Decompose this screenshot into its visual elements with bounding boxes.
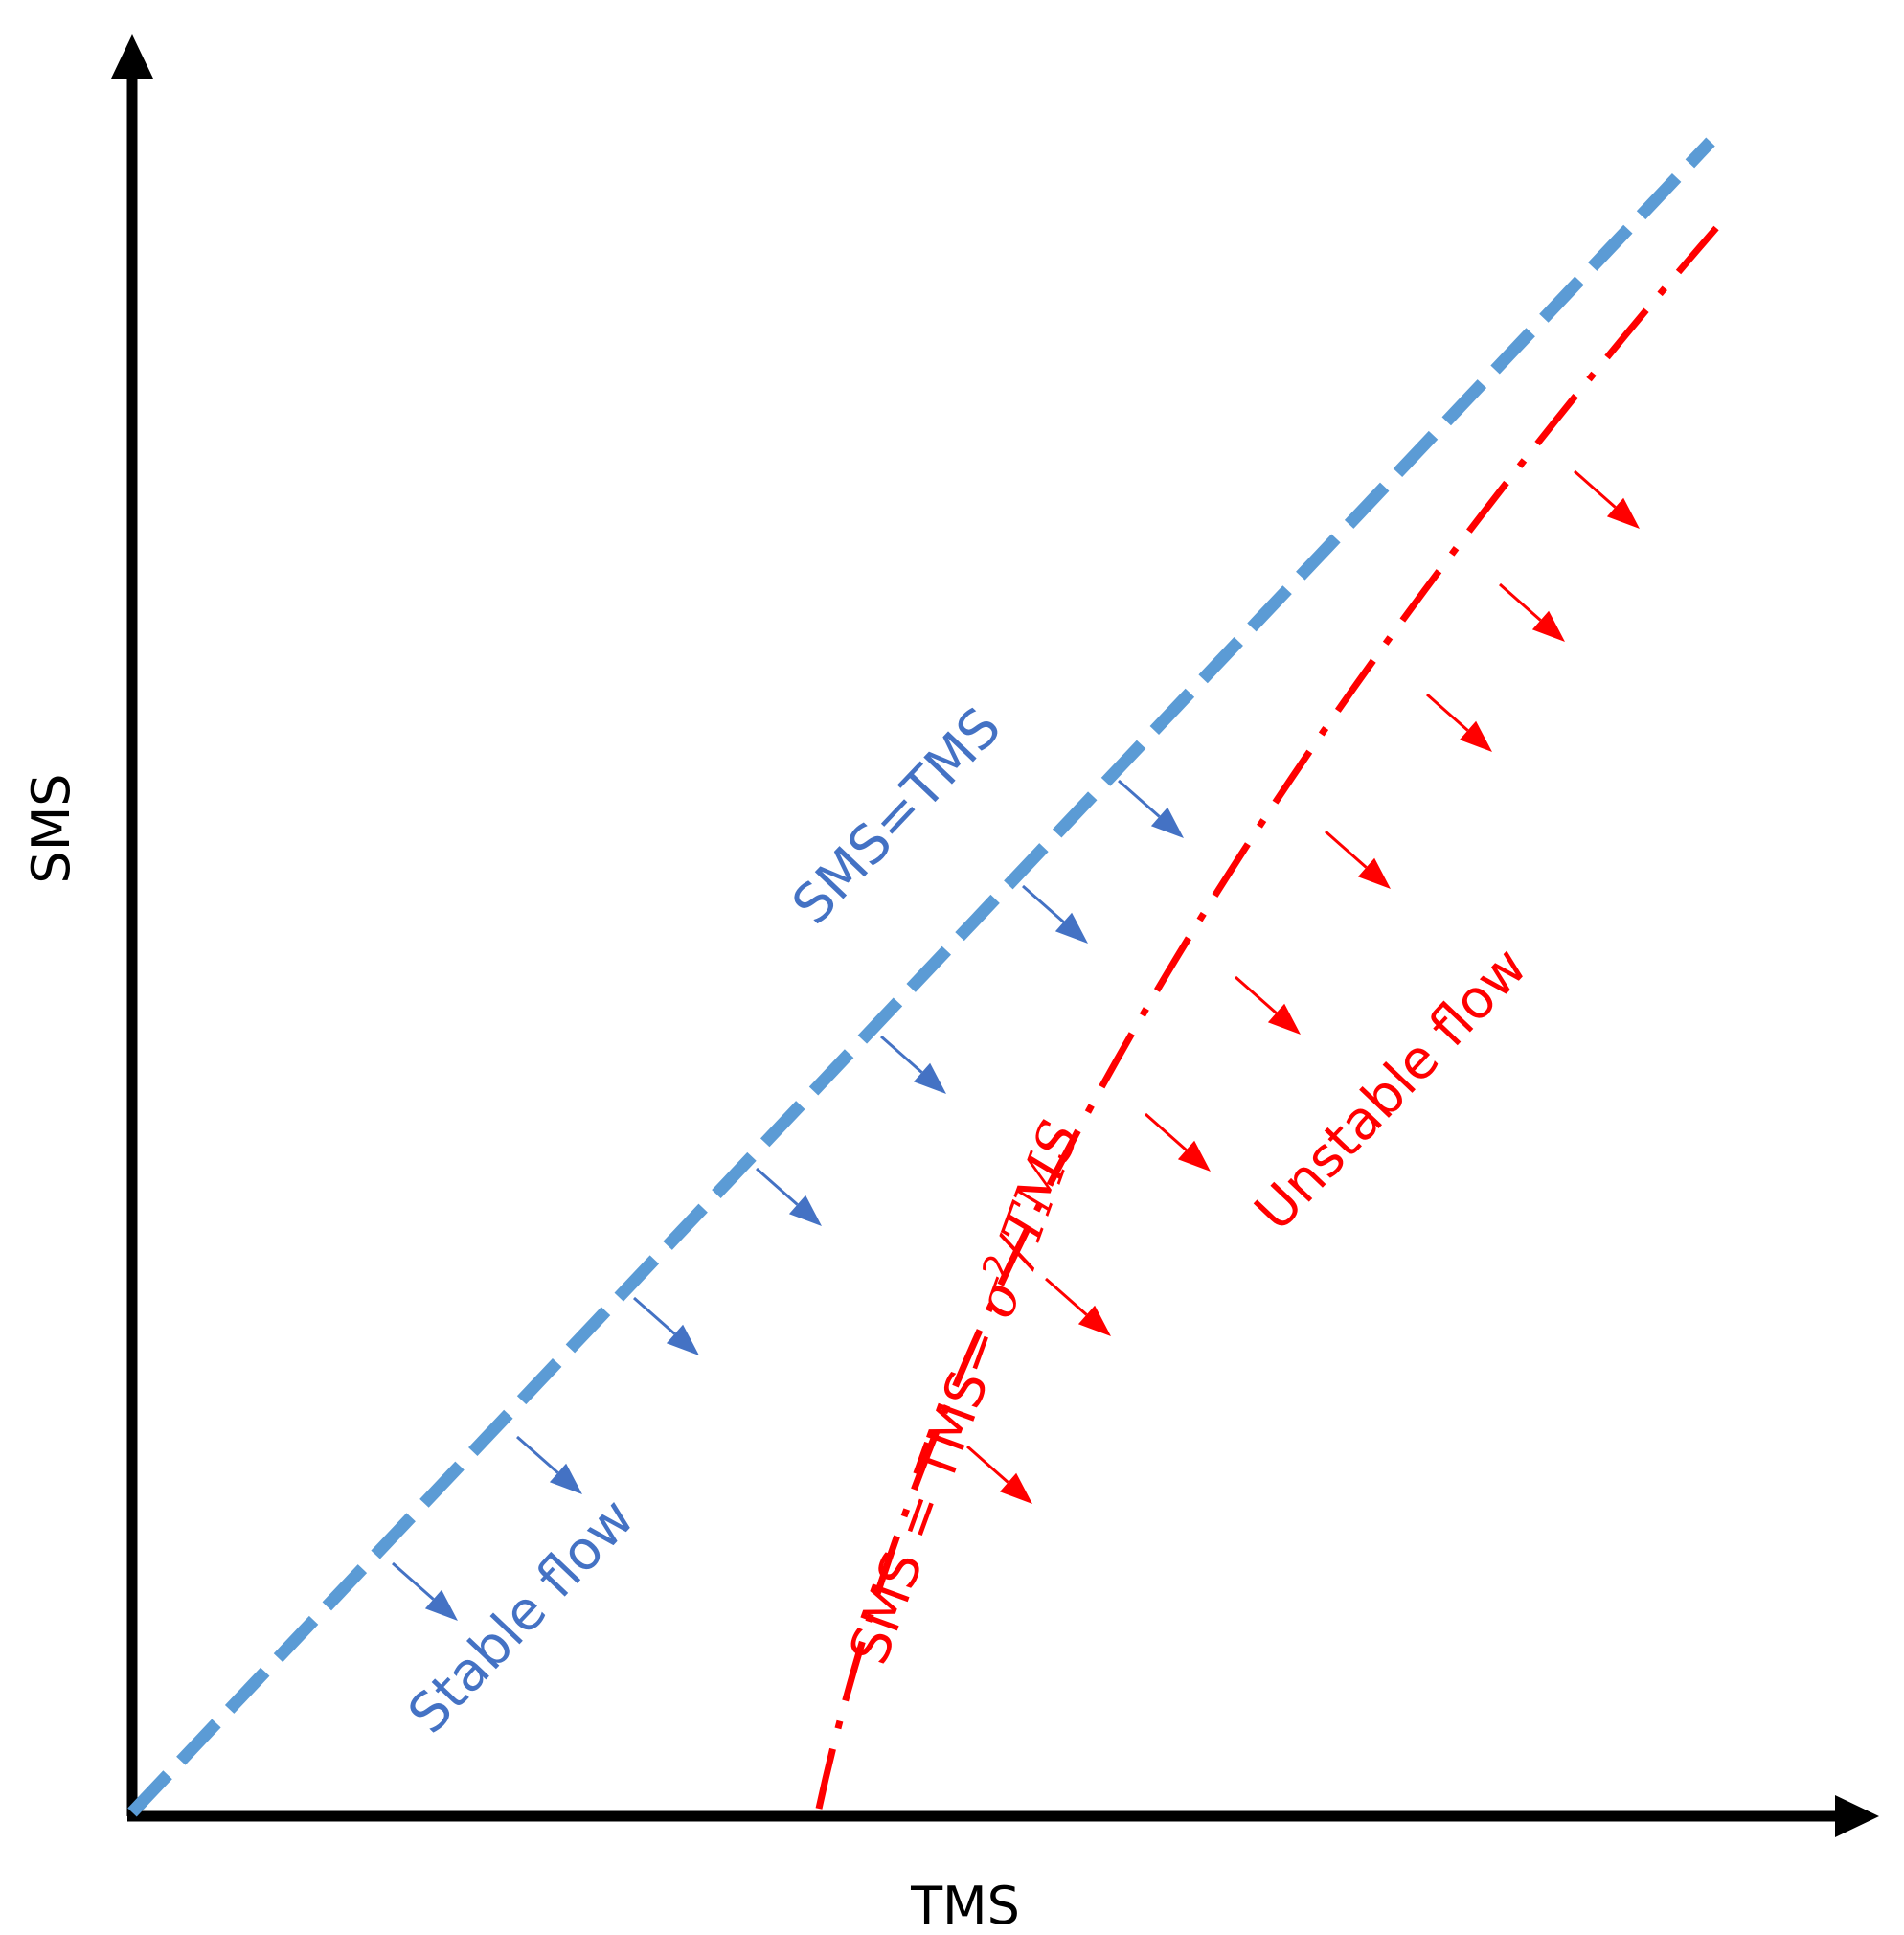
stable-arrows <box>392 779 1184 1621</box>
unstable-flow-arrow <box>1235 975 1301 1035</box>
stable-flow-arrow <box>392 1561 458 1621</box>
x-axis-label: TMS <box>910 1876 1020 1935</box>
stable-flow-arrow <box>1118 779 1184 838</box>
stable-flow-arrow <box>1022 884 1088 944</box>
y-axis-arrowhead <box>111 34 153 79</box>
unstable-boundary-curve <box>815 225 1719 1810</box>
unstable-flow-arrow <box>1574 469 1640 529</box>
x-axis-arrowhead <box>1835 1795 1879 1837</box>
unstable-flow-arrow <box>966 1445 1032 1504</box>
stable-boundary-line <box>127 137 1715 1817</box>
axes <box>111 34 1879 1837</box>
stable-flow-arrow <box>516 1435 582 1494</box>
unstable-flow-arrow <box>1145 1112 1211 1172</box>
stable-line-label: SMS=TMS <box>781 696 1013 937</box>
stable-flow-arrow <box>633 1296 699 1355</box>
unstable-flow-arrow <box>1045 1277 1111 1336</box>
unstable-label-prefix: SMS = TMS− <box>838 1305 1023 1673</box>
unstable-flow-arrow <box>1499 582 1565 642</box>
stable-region-label: Stable flow <box>397 1487 646 1745</box>
unstable-region-label: Unstable flow <box>1243 936 1539 1243</box>
stable-flow-arrow <box>880 1035 946 1094</box>
unstable-arrows <box>966 469 1640 1504</box>
unstable-flow-arrow <box>1426 693 1492 752</box>
unstable-curve-label: SMS = TMS− σ2/TMS <box>836 1112 1092 1672</box>
y-axis-label: SMS <box>21 773 81 883</box>
unstable-label-suffix: /TMS <box>983 1113 1093 1276</box>
unstable-flow-arrow <box>1325 830 1391 889</box>
stable-flow-arrow <box>756 1167 822 1226</box>
